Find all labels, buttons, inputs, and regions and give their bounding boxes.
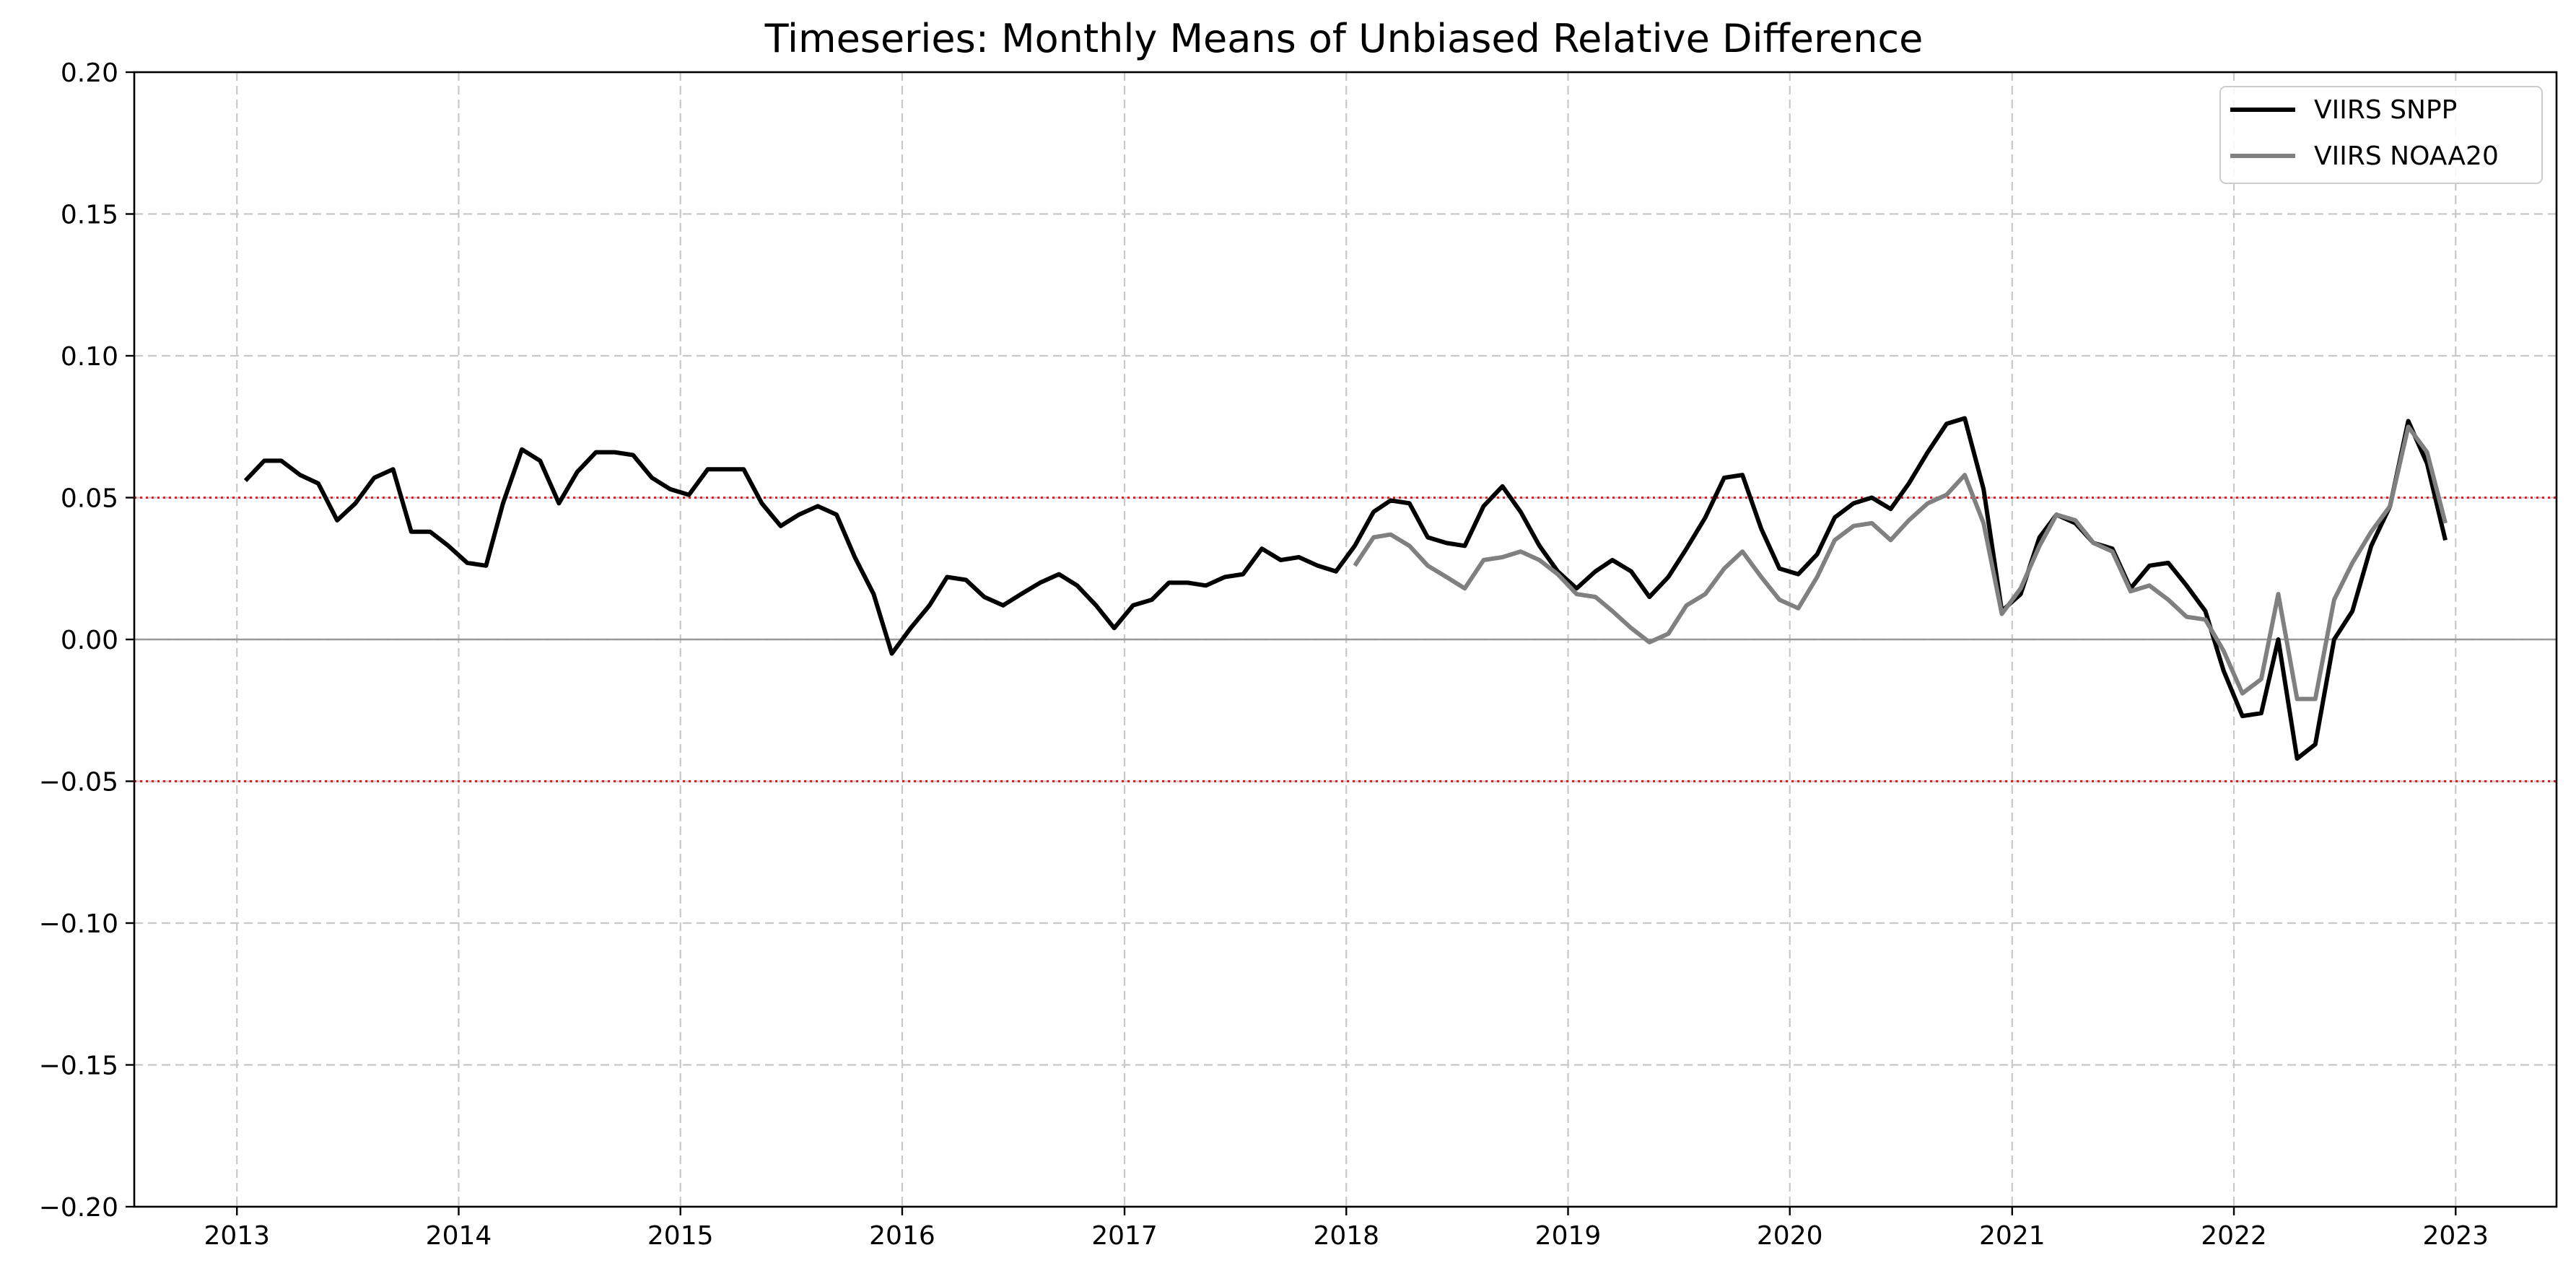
x-tick-label: 2022 xyxy=(2201,1221,2267,1251)
legend: VIIRS SNPP VIIRS NOAA20 xyxy=(2219,86,2543,184)
y-tick-label: −0.05 xyxy=(39,768,118,798)
legend-frame xyxy=(2219,86,2543,184)
x-tick-label: 2020 xyxy=(1757,1221,1823,1251)
y-tick-label: −0.20 xyxy=(39,1193,118,1223)
x-tick-label: 2018 xyxy=(1313,1221,1379,1251)
y-tick-label: −0.15 xyxy=(39,1052,118,1081)
x-tick-label: 2017 xyxy=(1091,1221,1158,1251)
data-series xyxy=(243,416,2448,761)
legend-label-snpp: VIIRS SNPP xyxy=(2314,95,2457,125)
y-tick-label: 0.05 xyxy=(61,484,118,514)
x-tick-label: 2013 xyxy=(204,1221,270,1251)
y-tick-label: 0.10 xyxy=(61,342,118,372)
y-tick-label: 0.20 xyxy=(61,58,118,88)
x-tick-label: 2023 xyxy=(2422,1221,2489,1251)
axes: 2013 2014 2015 2016 2017 2018 2019 2020 2021 2022… xyxy=(39,58,2558,1251)
y-tick-label: 0.00 xyxy=(61,626,118,655)
y-tick-label: −0.10 xyxy=(39,909,118,939)
chart-title: Timeseries: Monthly Means of Unbiased Re… xyxy=(764,16,1924,61)
reference-lines xyxy=(134,497,2557,782)
x-tick-label: 2015 xyxy=(647,1221,714,1251)
x-tick-label: 2019 xyxy=(1535,1221,1602,1251)
legend-label-noaa20: VIIRS NOAA20 xyxy=(2314,141,2499,171)
x-tick-label: 2014 xyxy=(426,1221,492,1251)
x-tick-label: 2016 xyxy=(869,1221,935,1251)
series-line-noaa20 xyxy=(1353,424,2448,702)
y-tick-label: 0.15 xyxy=(61,201,118,230)
x-tick-label: 2021 xyxy=(1979,1221,2045,1251)
